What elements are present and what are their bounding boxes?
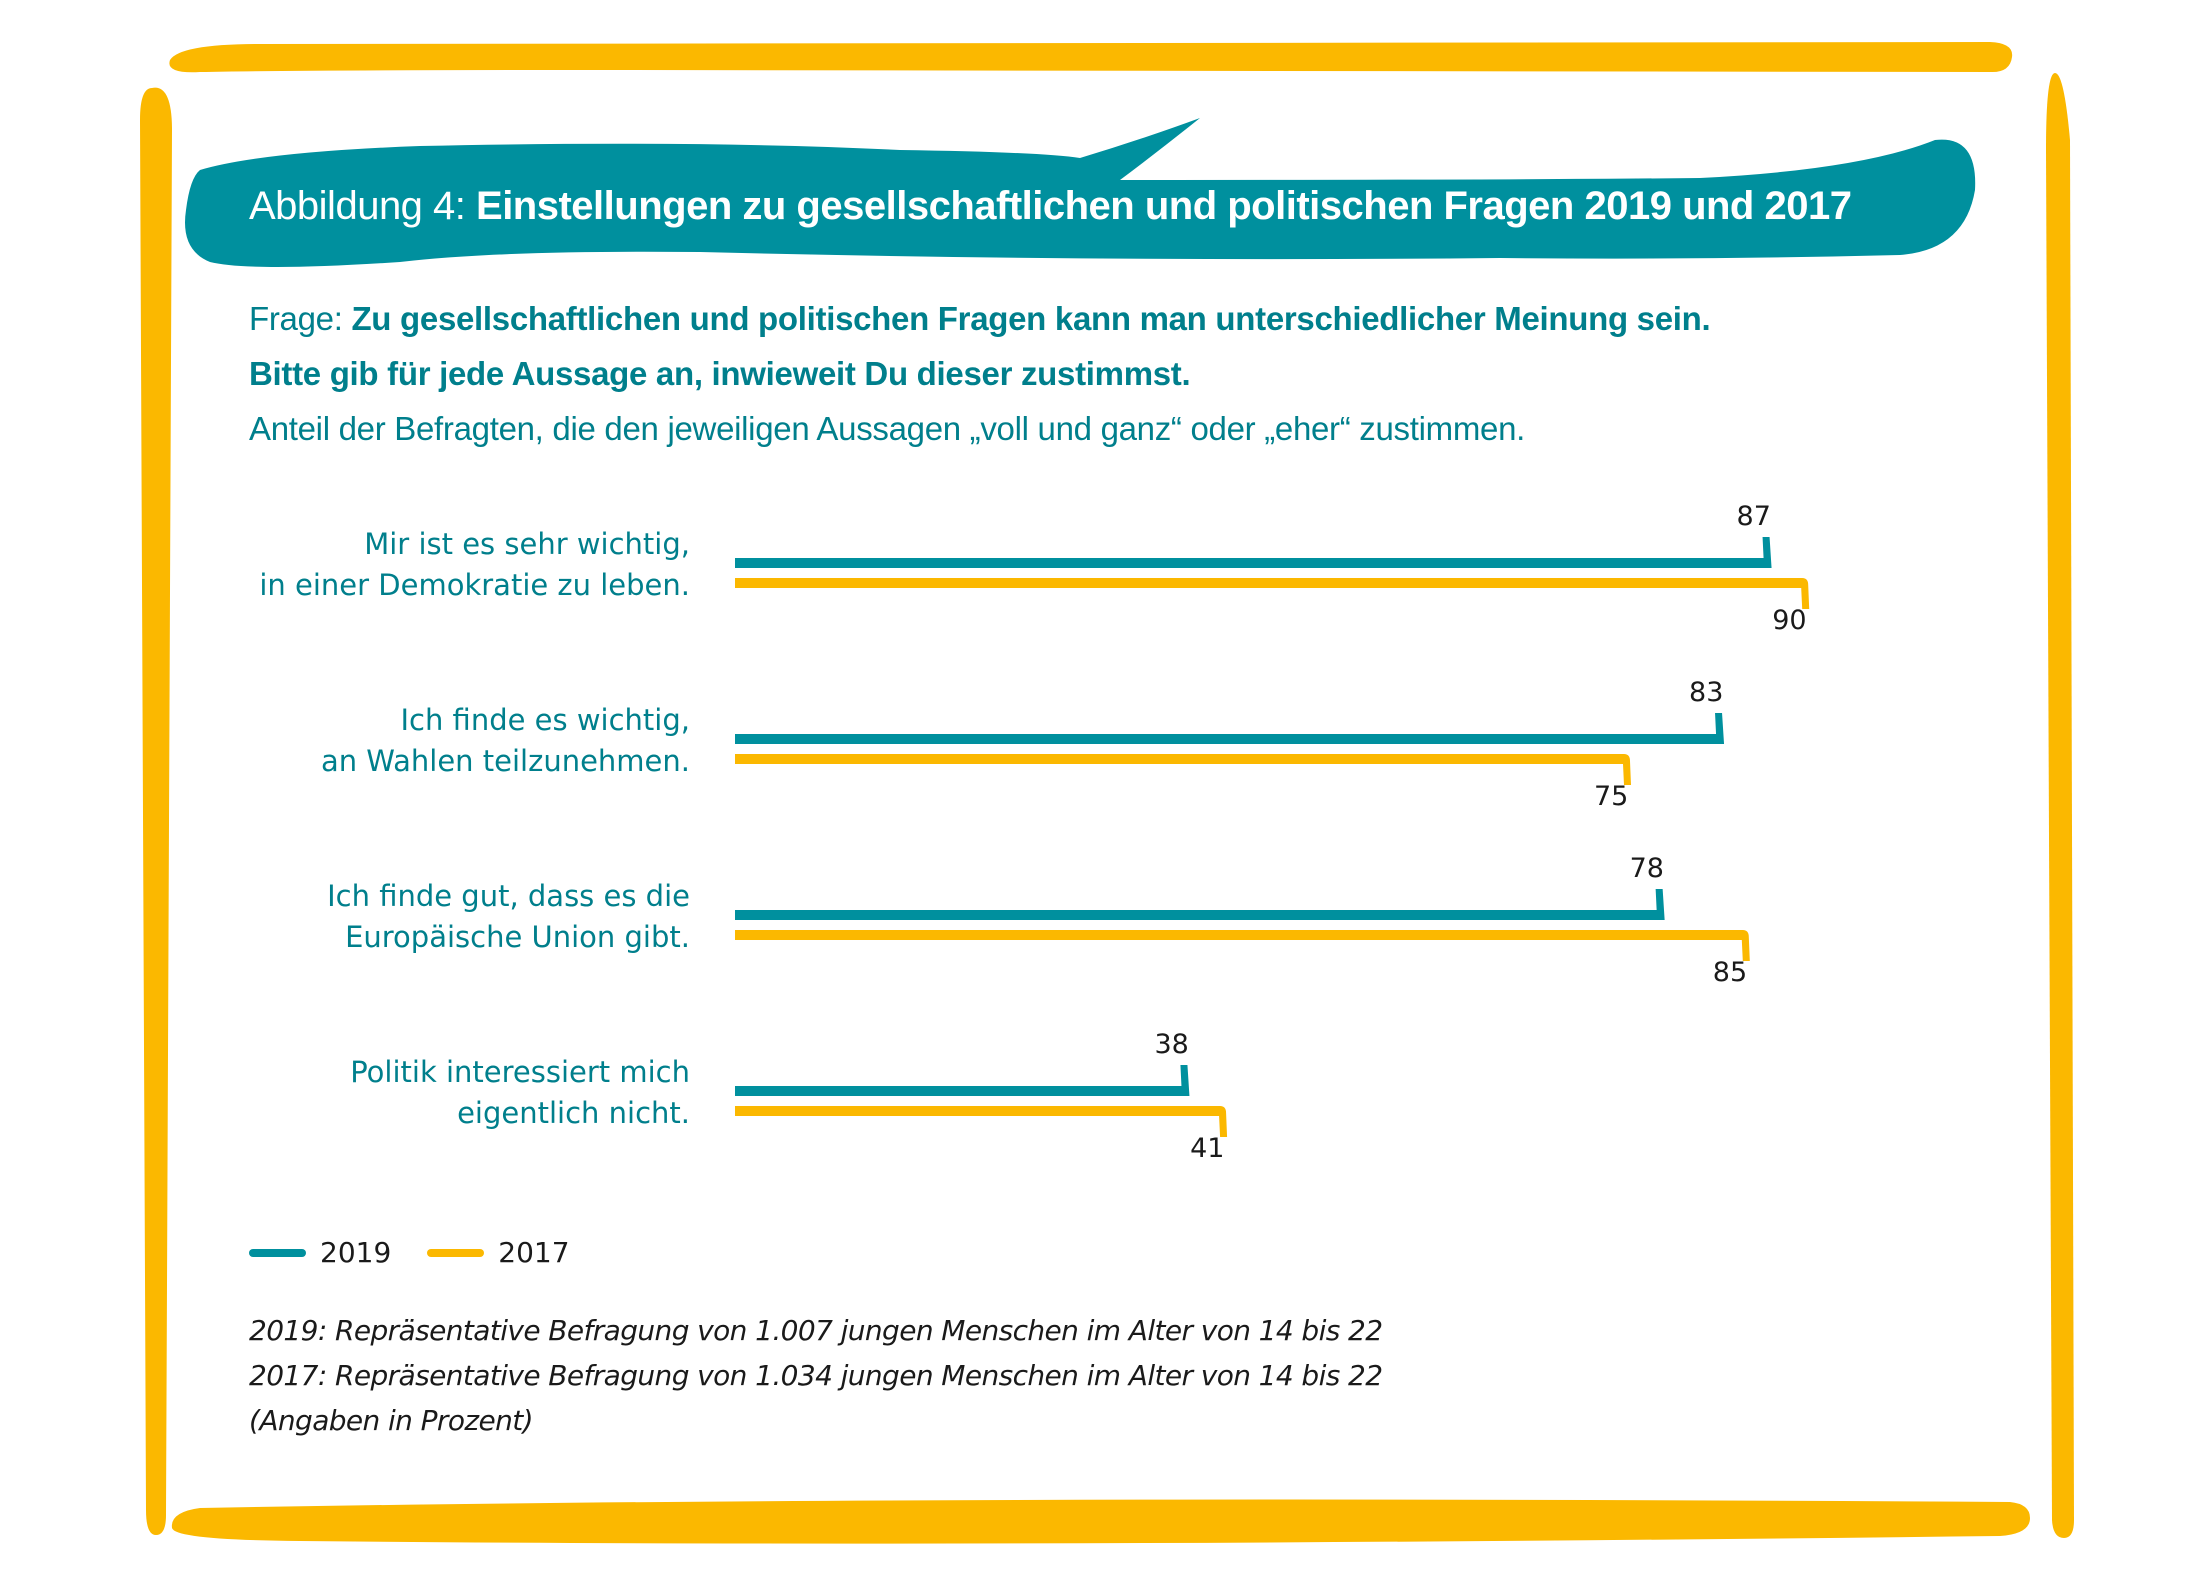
- bar-2017: [735, 930, 1750, 961]
- legend-item-2019: 2019: [249, 1236, 391, 1269]
- question-line-2: Bitte gib für jede Aussage an, inwieweit…: [249, 355, 1191, 392]
- category-label: Ich finde gut, dass es die Europäische U…: [170, 876, 690, 958]
- category-label: Mir ist es sehr wichtig, in einer Demokr…: [170, 524, 690, 606]
- legend-label: 2017: [498, 1236, 570, 1269]
- category-label-line: eigentlich nicht.: [457, 1096, 690, 1130]
- bar-2017: [735, 578, 1810, 609]
- frame-bottom-stroke: [171, 1499, 2030, 1544]
- bar-2019: [735, 537, 1772, 568]
- legend-label: 2019: [320, 1236, 392, 1269]
- category-label-line: in einer Demokratie zu leben.: [259, 568, 690, 602]
- bar-2019: [735, 889, 1665, 920]
- category-label-line: Ich finde es wichtig,: [400, 703, 690, 737]
- question-subtitle: Anteil der Befragten, die den jeweiligen…: [249, 410, 1526, 447]
- title-main: Einstellungen zu gesellschaftlichen und …: [476, 184, 1852, 228]
- footnote-line: 2017: Repräsentative Befragung von 1.034…: [249, 1359, 1383, 1392]
- title-prefix: Abbildung 4:: [249, 184, 477, 228]
- category-label-line: Europäische Union gibt.: [345, 920, 690, 954]
- value-label-2019: 83: [1689, 677, 1724, 708]
- legend: 2019 2017: [249, 1236, 606, 1269]
- bar-2017: [735, 1106, 1228, 1137]
- footnote-line: 2019: Repräsentative Befragung von 1.007…: [249, 1314, 1383, 1347]
- category-label-line: Politik interessiert mich: [350, 1055, 690, 1089]
- question-block: Frage: Zu gesellschaftlichen und politis…: [249, 291, 1711, 456]
- category-label-line: an Wahlen teilzunehmen.: [320, 744, 690, 778]
- bar-2017: [735, 754, 1631, 785]
- value-label-2017: 90: [1772, 605, 1807, 636]
- question-line-1: Frage: Zu gesellschaftlichen und politis…: [249, 291, 1711, 346]
- question-text-1: Zu gesellschaftlichen und politischen Fr…: [351, 300, 1711, 337]
- legend-item-2017: 2017: [427, 1236, 570, 1269]
- frame-left-stroke: [140, 87, 172, 1535]
- category-label: Ich finde es wichtig, an Wahlen teilzune…: [170, 700, 690, 782]
- footnotes: 2019: Repräsentative Befragung von 1.007…: [249, 1308, 1383, 1443]
- frame-top-stroke: [169, 42, 2013, 73]
- bar-2019: [735, 713, 1725, 744]
- chart-title: Abbildung 4: Einstellungen zu gesellscha…: [249, 184, 1852, 229]
- value-label-2017: 75: [1594, 781, 1629, 812]
- value-label-2017: 85: [1712, 957, 1748, 988]
- question-label: Frage:: [249, 300, 352, 337]
- category-label-line: Mir ist es sehr wichtig,: [364, 527, 690, 561]
- category-label: Politik interessiert mich eigentlich nic…: [170, 1052, 690, 1134]
- legend-swatch-2017: [427, 1248, 485, 1257]
- frame-right-stroke: [2046, 73, 2074, 1538]
- category-label-line: Ich finde gut, dass es die: [327, 879, 690, 913]
- value-label-2019: 87: [1736, 501, 1771, 532]
- title-bubble: [185, 118, 1976, 267]
- value-label-2017: 41: [1190, 1133, 1225, 1164]
- bar-2019: [735, 1065, 1190, 1096]
- value-label-2019: 78: [1629, 853, 1664, 884]
- footnote-line: (Angaben in Prozent): [249, 1404, 534, 1437]
- legend-swatch-2019: [249, 1248, 306, 1257]
- value-label-2019: 38: [1154, 1029, 1189, 1060]
